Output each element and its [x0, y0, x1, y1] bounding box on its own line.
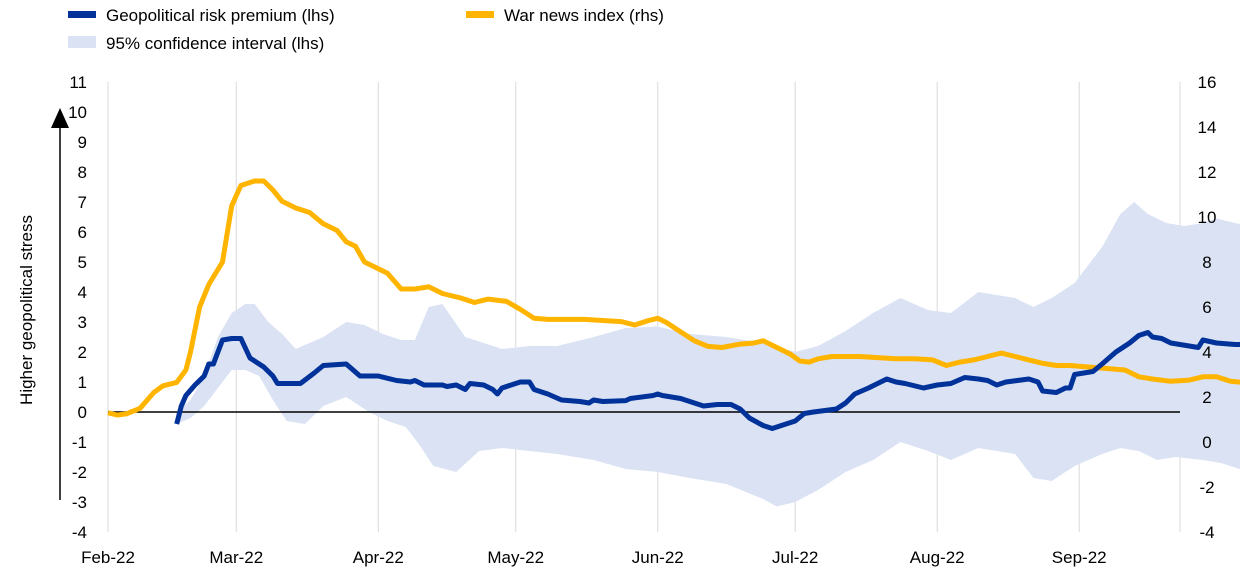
risk-premium-line — [174, 330, 1240, 431]
y-tick-left: 10 — [68, 103, 87, 122]
y-tick-left: 0 — [78, 403, 87, 422]
y-tick-left: 5 — [78, 253, 87, 272]
y-tick-left: 3 — [78, 313, 87, 332]
x-tick-label: Feb-22 — [81, 548, 135, 567]
x-tick-label: Jun-22 — [632, 548, 684, 567]
series-layer — [107, 178, 1240, 431]
x-tick-label: Sep-22 — [1052, 548, 1107, 567]
y-tick-right: -2 — [1199, 478, 1214, 497]
y-tick-left: 2 — [78, 343, 87, 362]
y-axis-label: Higher geopolitical stress — [17, 215, 36, 405]
legend-swatch-war-news — [466, 11, 494, 18]
confidence-band — [176, 202, 1240, 507]
left-y-axis: -4 -3 -2 -1 0 1 2 3 4 5 6 7 8 9 10 11 — [68, 73, 87, 542]
x-tick-label: Apr-22 — [353, 548, 404, 567]
y-tick-left: 7 — [78, 193, 87, 212]
legend-label-war-news: War news index (rhs) — [504, 6, 664, 25]
x-tick-label: Mar-22 — [209, 548, 263, 567]
y-tick-left: 9 — [78, 133, 87, 152]
y-tick-left: -2 — [72, 463, 87, 482]
legend-label-confidence: 95% confidence interval (lhs) — [106, 34, 324, 53]
y-axis-label-arrow-head — [51, 108, 69, 128]
y-tick-right: 0 — [1202, 433, 1211, 452]
y-tick-left: -1 — [72, 433, 87, 452]
x-axis: Feb-22 Mar-22 Apr-22 May-22 Jun-22 Jul-22 Aug-… — [81, 548, 1107, 567]
y-tick-left: 6 — [78, 223, 87, 242]
y-tick-left: 4 — [78, 283, 87, 302]
legend-swatch-confidence — [68, 36, 96, 48]
y-tick-left: 11 — [69, 73, 87, 92]
war-news-line — [107, 178, 1240, 418]
legend: Geopolitical risk premium (lhs) War news… — [68, 6, 664, 53]
y-tick-right: 4 — [1202, 343, 1211, 362]
confidence-band-layer — [176, 202, 1240, 507]
y-tick-right: 12 — [1198, 163, 1217, 182]
y-tick-left: -4 — [72, 523, 87, 542]
y-tick-right: -4 — [1199, 523, 1214, 542]
right-y-axis: -4 -2 0 2 4 6 8 10 12 14 16 — [1198, 73, 1217, 542]
y-tick-right: 6 — [1202, 298, 1211, 317]
y-tick-left: 1 — [78, 373, 87, 392]
y-tick-right: 16 — [1198, 73, 1217, 92]
y-tick-right: 8 — [1202, 253, 1211, 272]
x-tick-label: May-22 — [487, 548, 544, 567]
y-tick-right: 2 — [1202, 388, 1211, 407]
y-tick-right: 10 — [1198, 208, 1217, 227]
y-tick-left: 8 — [78, 163, 87, 182]
x-tick-label: Jul-22 — [772, 548, 818, 567]
y-tick-right: 14 — [1198, 118, 1217, 137]
legend-swatch-risk-premium — [68, 11, 96, 18]
legend-label-risk-premium: Geopolitical risk premium (lhs) — [106, 6, 335, 25]
y-tick-left: -3 — [72, 493, 87, 512]
x-tick-label: Aug-22 — [910, 548, 965, 567]
